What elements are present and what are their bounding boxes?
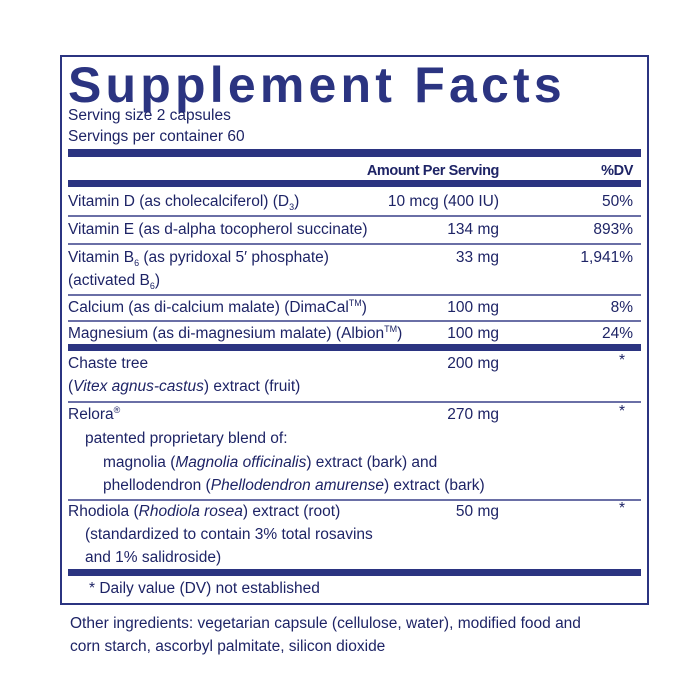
ingredient-amount: 270 mg	[447, 406, 499, 423]
nutrient-name: Vitamin D (as cholecalciferol) (D3)	[68, 193, 300, 213]
ingredient-name-line2: (standardized to contain 3% total rosavi…	[85, 526, 373, 543]
ingredient-name: Chaste tree	[68, 355, 149, 372]
nutrient-dv: 50%	[601, 193, 633, 210]
row-divider	[68, 294, 641, 296]
nutrient-name: Vitamin E (as d-alpha tocopherol succina…	[68, 221, 368, 238]
row-divider	[68, 401, 641, 403]
ingredient-name-line4: phellodendron (Phellodendron amurense) e…	[103, 477, 485, 494]
other-ingredients-line1: Other ingredients: vegetarian capsule (c…	[70, 615, 581, 632]
other-ingredients-line2: corn starch, ascorbyl palmitate, silicon…	[70, 638, 386, 655]
nutrient-dv: 24%	[601, 325, 633, 342]
nutrient-amount: 134 mg	[447, 221, 499, 238]
servings-per-container: Servings per container 60	[68, 128, 245, 145]
row-divider	[68, 215, 641, 217]
ingredient-name-line3: magnolia (Magnolia officinalis) extract …	[103, 454, 438, 471]
row-divider	[68, 320, 641, 322]
nutrient-name: Calcium (as di-calcium malate) (DimaCalT…	[68, 297, 367, 316]
nutrient-name-line2: (activated B6)	[68, 272, 161, 292]
nutrient-dv: 8%	[610, 299, 633, 316]
row-divider	[68, 243, 641, 245]
ingredient-amount: 200 mg	[447, 355, 499, 372]
supplement-facts-panel: Supplement Facts Serving size 2 capsules…	[60, 55, 649, 605]
header-dv: %DV	[601, 163, 633, 179]
ingredient-name: Relora®	[68, 404, 121, 423]
row-divider	[68, 499, 641, 501]
thick-divider	[68, 180, 641, 187]
thick-divider	[68, 569, 641, 576]
ingredient-name-line3: and 1% salidroside)	[85, 549, 222, 566]
footnote: * Daily value (DV) not established	[89, 580, 320, 597]
ingredient-dv: *	[618, 352, 625, 369]
nutrient-amount: 100 mg	[447, 325, 499, 342]
nutrient-name: Magnesium (as di-magnesium malate) (Albi…	[68, 323, 403, 342]
nutrient-amount: 10 mcg (400 IU)	[387, 193, 499, 210]
nutrient-dv: 1,941%	[580, 249, 633, 266]
nutrient-dv: 893%	[593, 221, 633, 238]
serving-size: Serving size 2 capsules	[68, 107, 231, 124]
nutrient-name: Vitamin B6 (as pyridoxal 5′ phosphate)	[68, 249, 329, 269]
ingredient-name-line2: (Vitex agnus-castus) extract (fruit)	[68, 378, 301, 395]
header-amount: Amount Per Serving	[366, 163, 500, 179]
thick-divider	[68, 344, 641, 351]
ingredient-dv: *	[618, 500, 625, 517]
panel-title: Supplement Facts	[68, 57, 566, 113]
ingredient-name-line2: patented proprietary blend of:	[85, 430, 288, 447]
nutrient-amount: 100 mg	[447, 299, 499, 316]
nutrient-amount: 33 mg	[455, 249, 499, 266]
ingredient-name: Rhodiola (Rhodiola rosea) extract (root)	[68, 503, 341, 520]
thick-divider	[68, 149, 641, 157]
ingredient-amount: 50 mg	[455, 503, 499, 520]
ingredient-dv: *	[618, 403, 625, 420]
